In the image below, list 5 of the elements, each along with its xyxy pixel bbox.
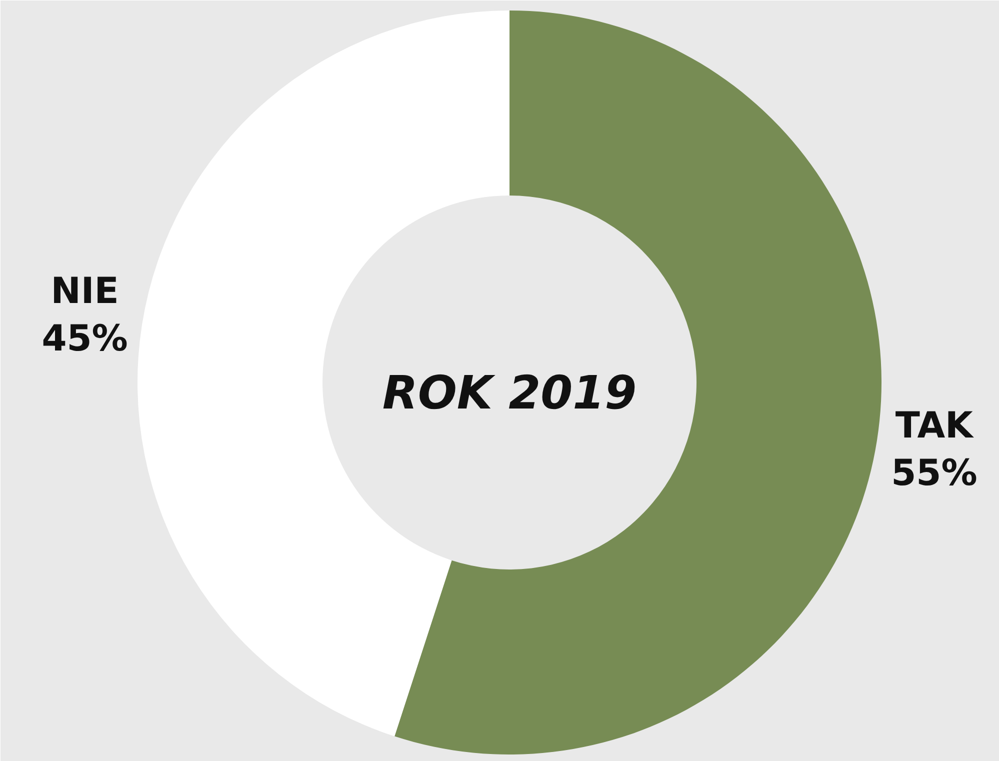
text: ROK 2019 [382,366,637,420]
data-label: 45% [42,318,128,360]
slice-label: TAK [895,406,974,447]
slice-label: NIE [50,271,119,312]
data-label: 55% [891,452,978,494]
